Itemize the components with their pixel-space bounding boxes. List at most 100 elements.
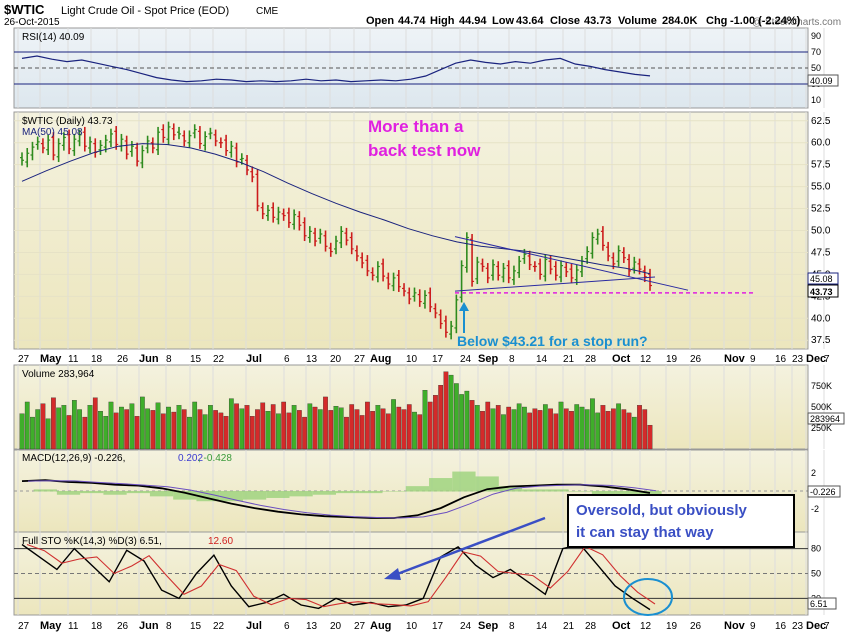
volume-bar — [631, 416, 637, 450]
x-axis-label: 15 — [190, 621, 202, 632]
macd-histogram-bar — [266, 491, 290, 498]
price-bar — [46, 134, 51, 156]
volume-bar — [192, 401, 198, 450]
volume-legend: Volume 283,964 — [22, 369, 95, 380]
x-axis-label: 28 — [585, 354, 597, 365]
low-label: Low — [492, 15, 514, 27]
volume-bar — [19, 413, 25, 450]
x-axis-label: 8 — [166, 621, 172, 632]
price-bar — [77, 129, 82, 147]
volume-bar — [24, 401, 30, 450]
x-axis-label: 17 — [432, 354, 444, 365]
volume-bar — [522, 406, 527, 450]
x-axis-label: 22 — [213, 354, 225, 365]
x-axis-label: 17 — [432, 621, 444, 632]
price-legend: $WTIC (Daily) 43.73 — [22, 116, 113, 127]
volume-bar — [454, 383, 459, 450]
open-value: 44.74 — [398, 15, 426, 27]
volume-bar — [626, 412, 632, 450]
price-bar — [559, 260, 564, 283]
annotation-box-line2: it can stay that way — [576, 524, 714, 541]
price-bar — [187, 130, 192, 148]
macd-histogram-bar — [219, 491, 243, 502]
rsi-tick-label: 50 — [811, 63, 821, 73]
price-tick-label: 60.0 — [811, 138, 831, 149]
volume-bar — [312, 406, 318, 450]
volume-bar — [71, 400, 77, 450]
volume-bar — [92, 397, 98, 450]
volume-bar — [87, 405, 93, 450]
symbol-name: Light Crude Oil - Spot Price (EOD) — [61, 5, 229, 17]
price-bar — [438, 309, 443, 329]
price-tick-label: 47.5 — [811, 247, 831, 258]
macd-histogram-bar — [103, 491, 127, 495]
annotation-stop-run: Below $43.21 for a stop run? — [457, 333, 648, 349]
volume-bar — [516, 403, 522, 450]
price-bar — [459, 260, 464, 303]
volume-bar — [129, 403, 135, 450]
x-axis-label: 16 — [775, 354, 787, 365]
annotation-box-line1: Oversold, but obviously — [576, 502, 748, 519]
volume-bar — [574, 404, 580, 450]
volume-bar — [276, 413, 281, 450]
quote-bar: Open 44.74 High 44.94 Low 43.64 Close 43… — [366, 15, 801, 27]
close-value-tag — [807, 284, 839, 298]
price-bar — [334, 235, 338, 255]
price-bar — [124, 135, 129, 160]
volume-bar — [391, 399, 396, 450]
volume-bar — [579, 406, 585, 450]
price-bar — [443, 315, 448, 338]
price-bar — [595, 228, 600, 245]
price-bar — [569, 263, 574, 284]
x-axis-label: 20 — [330, 354, 342, 365]
volume-bar — [621, 409, 627, 450]
x-axis-label: Dec — [806, 353, 826, 365]
price-bar — [328, 242, 333, 257]
price-tick-label: 37.5 — [811, 335, 831, 346]
price-bar — [150, 137, 155, 154]
volume-bar — [265, 411, 271, 450]
sto-d-legend: 12.60 — [208, 536, 233, 547]
x-axis-label: 13 — [306, 621, 318, 632]
macd-histogram-bar — [336, 491, 360, 494]
volume-bar — [45, 418, 51, 450]
price-bar — [276, 206, 281, 225]
price-bar — [40, 138, 45, 154]
price-bar — [250, 166, 255, 183]
low-value: 43.64 — [516, 15, 544, 27]
volume-bar — [401, 409, 407, 450]
volume-bar — [108, 401, 114, 450]
price-bar — [281, 208, 286, 221]
volume-bar — [181, 409, 187, 450]
price-bar — [564, 262, 569, 278]
macd-hist-legend: , -0.428 — [198, 453, 232, 464]
x-axis-label: Sep — [478, 620, 498, 632]
volume-bar — [480, 411, 485, 450]
price-bar — [511, 265, 516, 285]
volume-bar — [213, 410, 218, 450]
price-bar — [344, 227, 349, 246]
price-bar — [543, 254, 548, 282]
sto-legend: Full STO %K(14,3) %D(3) 6.51, — [22, 536, 162, 547]
price-tick-label: 52.5 — [811, 204, 831, 215]
price-bar — [286, 207, 291, 228]
volume-bar — [422, 390, 428, 450]
volume-bar — [218, 412, 224, 450]
volume-bar — [417, 414, 423, 450]
volume-bar — [359, 415, 365, 450]
x-axis-label: 23 — [792, 621, 804, 632]
annotation-top-line2: back test now — [368, 141, 481, 160]
volume-bar — [307, 403, 313, 450]
rsi-line — [21, 55, 651, 83]
price-bar — [177, 126, 181, 140]
x-axis-label: Nov — [724, 620, 746, 632]
macd-histogram-bar — [522, 489, 546, 492]
macd-histogram-bar — [382, 491, 406, 492]
x-axis-label: Jul — [246, 353, 262, 365]
price-bar — [208, 127, 213, 140]
x-axis-label: Sep — [478, 353, 498, 365]
volume-bar — [150, 410, 156, 450]
macd-histogram-bar — [80, 491, 104, 494]
price-bar — [480, 258, 485, 272]
price-bar — [224, 134, 229, 156]
